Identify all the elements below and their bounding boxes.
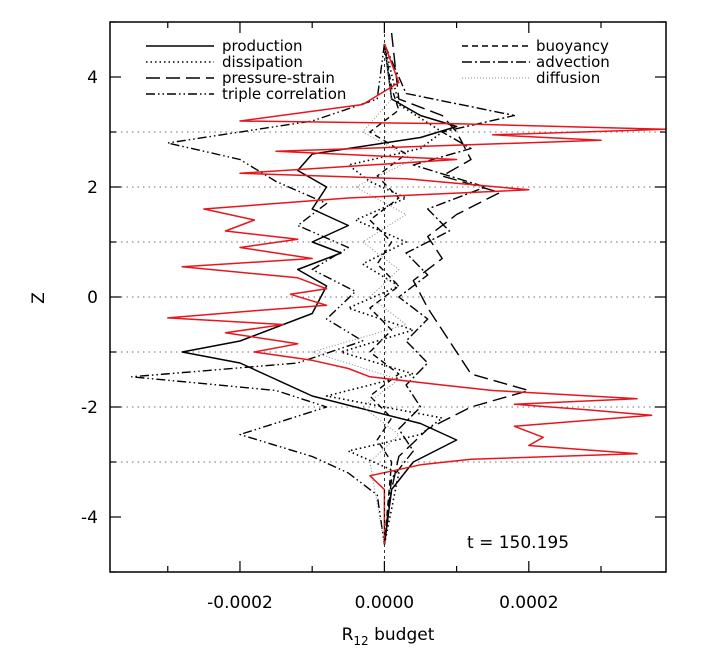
x-axis-title-main: R <box>342 625 354 645</box>
y-tick-label: 4 <box>87 68 98 88</box>
legend-label: production <box>222 37 303 55</box>
legend-label: diffusion <box>536 69 600 87</box>
legend-label: triple correlation <box>222 85 346 103</box>
legend-label: buoyancy <box>536 37 609 55</box>
x-axis-title: R12 budget <box>342 625 435 648</box>
series-line-advection <box>383 43 516 545</box>
legend-label: dissipation <box>222 53 303 71</box>
y-tick-label: 2 <box>87 178 98 198</box>
legend-label: pressure-strain <box>222 69 335 87</box>
legend-label: advection <box>536 53 610 71</box>
y-tick-label: 0 <box>87 288 98 308</box>
reference-lines <box>110 131 666 463</box>
x-axis-title-tail: budget <box>369 625 435 645</box>
y-tick-label: -2 <box>81 398 98 418</box>
x-axis: -0.0002 0.0000 0.0002 <box>167 22 602 613</box>
y-axis-title: Z <box>29 292 49 304</box>
time-annotation: t = 150.195 <box>467 533 569 553</box>
series-line-buoyancy <box>369 43 407 545</box>
series-line-pressure-strain <box>383 32 530 545</box>
x-tick-label: 0.0002 <box>499 593 558 613</box>
y-tick-label: -4 <box>81 508 98 528</box>
x-tick-label: 0.0000 <box>355 593 414 613</box>
series-line-diffusion <box>311 43 414 545</box>
x-tick-label: -0.0002 <box>207 593 273 613</box>
series-line-red <box>167 43 666 545</box>
series-layer <box>131 32 666 545</box>
y-axis: -4 -2 0 2 4 <box>81 21 666 573</box>
legend: productiondissipationpressure-straintrip… <box>146 37 610 103</box>
series-line-production <box>181 43 458 545</box>
x-axis-title-subscript: 12 <box>353 634 368 648</box>
series-line-triple-correlation <box>131 43 386 545</box>
